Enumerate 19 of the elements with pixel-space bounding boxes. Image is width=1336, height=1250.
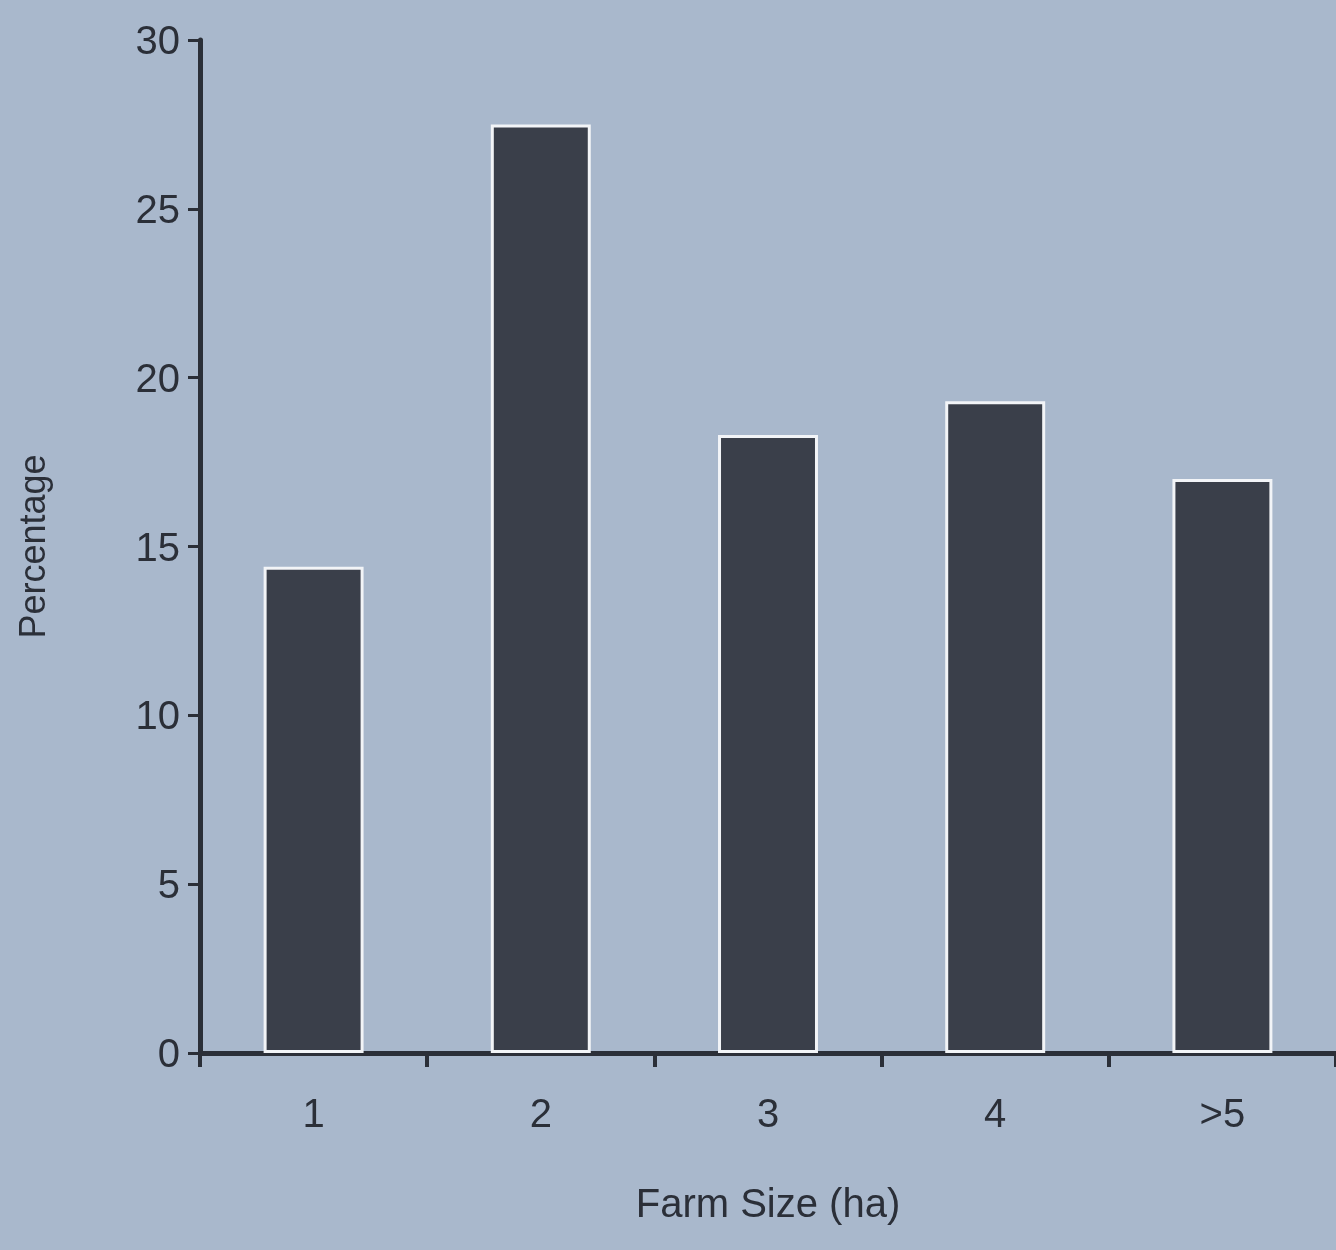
x-tick-label: >5 [1199,1091,1246,1135]
y-tick-label: 15 [135,524,180,569]
x-tick-label: 2 [529,1091,552,1135]
bar [490,124,591,1053]
x-tick-label: 3 [756,1091,780,1135]
y-tick-label: 30 [135,18,180,62]
x-tick-label: 4 [984,1091,1007,1135]
y-tick-label: 5 [157,862,180,907]
x-axis-title: Farm Size (ha) [635,1181,901,1225]
y-tick-label: 20 [135,355,180,400]
bar [718,435,818,1053]
bar [945,401,1046,1053]
bar [1172,478,1273,1053]
y-tick-label: 25 [135,186,180,231]
bar [263,566,364,1053]
x-tick-label: 1 [302,1091,325,1135]
y-axis-title: Percentage [11,454,53,639]
y-tick-label: 0 [157,1031,180,1075]
y-tick-label: 10 [135,693,180,738]
